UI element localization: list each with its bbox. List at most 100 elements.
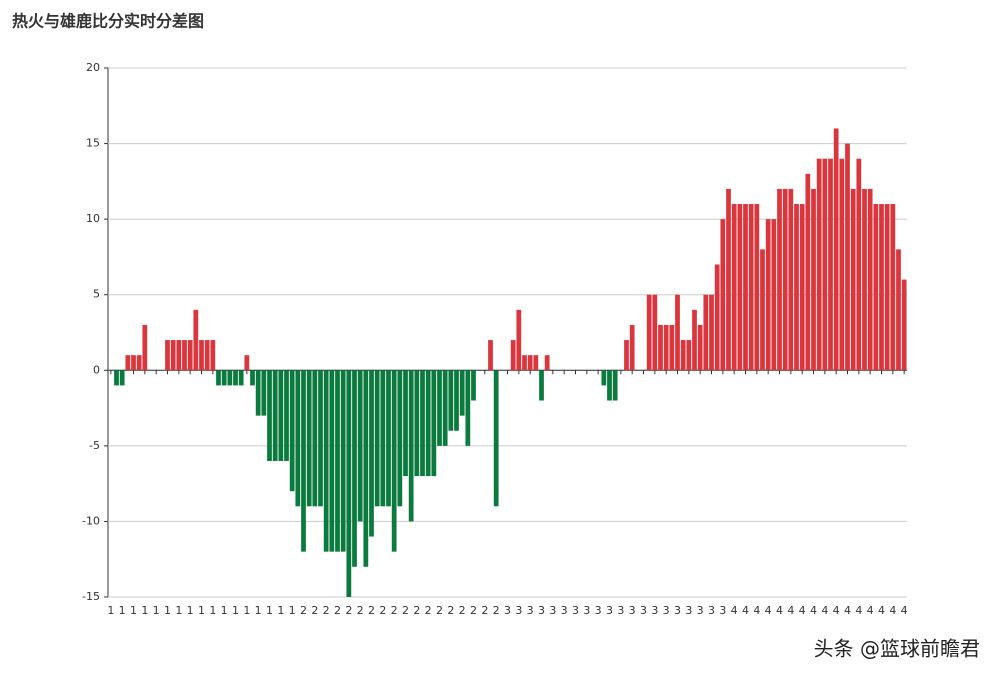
bar: [748, 204, 754, 371]
bar: [794, 204, 799, 371]
bar: [284, 370, 289, 461]
bar: [539, 370, 544, 401]
y-tick-label: 20: [86, 61, 100, 74]
x-tick-label: 1: [289, 604, 296, 617]
y-tick-label: -5: [89, 439, 100, 452]
bar: [845, 143, 850, 371]
bar: [442, 370, 448, 446]
bar: [544, 355, 550, 371]
bar: [788, 188, 794, 371]
watermark: 头条 @篮球前瞻君: [814, 637, 980, 661]
bar: [391, 370, 397, 552]
x-tick-label: 2: [436, 604, 443, 617]
bar: [533, 355, 539, 371]
bar: [346, 370, 352, 597]
x-tick-label: 2: [391, 604, 398, 617]
x-tick-label: 4: [844, 604, 851, 617]
bar: [125, 355, 131, 371]
x-tick-label: 3: [719, 604, 726, 617]
x-tick-label: 2: [493, 604, 500, 617]
bar: [493, 370, 499, 507]
bar: [142, 324, 148, 371]
bar: [714, 264, 720, 371]
x-tick-label: 3: [504, 604, 511, 617]
bar: [295, 370, 301, 507]
x-tick-label: 1: [255, 604, 262, 617]
x-tick-label: 4: [901, 604, 908, 617]
x-tick-label: 2: [425, 604, 432, 617]
x-tick-label: 3: [708, 604, 715, 617]
bar: [227, 370, 233, 386]
bar: [663, 324, 669, 371]
bar: [652, 294, 658, 371]
bar: [805, 173, 811, 371]
bar: [312, 370, 318, 507]
bar: [340, 370, 346, 552]
bar: [771, 219, 777, 371]
bar: [612, 370, 618, 401]
bar: [454, 370, 459, 431]
x-tick-label: 1: [141, 604, 148, 617]
bar: [901, 279, 907, 371]
bar: [176, 340, 182, 371]
bar: [697, 324, 703, 371]
bar: [709, 294, 714, 371]
bar: [811, 188, 816, 371]
y-tick-label: 5: [93, 288, 100, 301]
x-tick-label: 3: [549, 604, 556, 617]
x-tick-label: 4: [753, 604, 760, 617]
bar: [301, 370, 306, 552]
x-tick-label: 3: [538, 604, 545, 617]
x-tick-label: 4: [878, 604, 885, 617]
x-tick-label: 4: [810, 604, 817, 617]
bar: [465, 370, 471, 446]
x-tick-label: 3: [617, 604, 624, 617]
bar: [799, 204, 805, 371]
bar: [119, 370, 125, 386]
x-tick-label: 3: [685, 604, 692, 617]
bar: [170, 340, 176, 371]
bar: [306, 370, 312, 507]
bar: [516, 309, 522, 371]
bar: [380, 370, 386, 507]
bar: [114, 370, 119, 386]
x-tick-label: 2: [323, 604, 330, 617]
bar: [165, 340, 170, 371]
x-tick-label: 2: [413, 604, 420, 617]
bar: [448, 370, 454, 431]
x-tick-label: 2: [300, 604, 307, 617]
bar: [839, 158, 845, 371]
bar: [669, 324, 675, 371]
x-tick-label: 3: [640, 604, 647, 617]
bar: [720, 219, 726, 371]
bar: [862, 188, 867, 371]
bar: [374, 370, 380, 507]
x-tick-label: 4: [742, 604, 749, 617]
bar: [607, 370, 612, 401]
bar: [488, 340, 493, 371]
bar: [816, 158, 822, 371]
x-tick-label: 1: [153, 604, 160, 617]
bar: [884, 204, 890, 371]
bar: [267, 370, 272, 461]
bar: [675, 294, 680, 371]
x-tick-label: 3: [629, 604, 636, 617]
bar: [255, 370, 261, 416]
bar: [680, 340, 686, 371]
bar: [199, 340, 204, 371]
x-tick-label: 3: [663, 604, 670, 617]
bar: [833, 128, 839, 371]
bar: [238, 370, 244, 386]
x-tick-label: 3: [572, 604, 579, 617]
x-tick-label: 4: [799, 604, 806, 617]
x-tick-label: 3: [606, 604, 613, 617]
bar: [210, 340, 216, 371]
bar: [193, 309, 199, 371]
x-tick-label: 1: [198, 604, 205, 617]
bar: [278, 370, 284, 461]
x-tick-label: 4: [787, 604, 794, 617]
x-tick-label: 1: [232, 604, 239, 617]
y-tick-label: -15: [82, 590, 100, 603]
bar: [363, 370, 369, 567]
bar: [414, 370, 420, 477]
